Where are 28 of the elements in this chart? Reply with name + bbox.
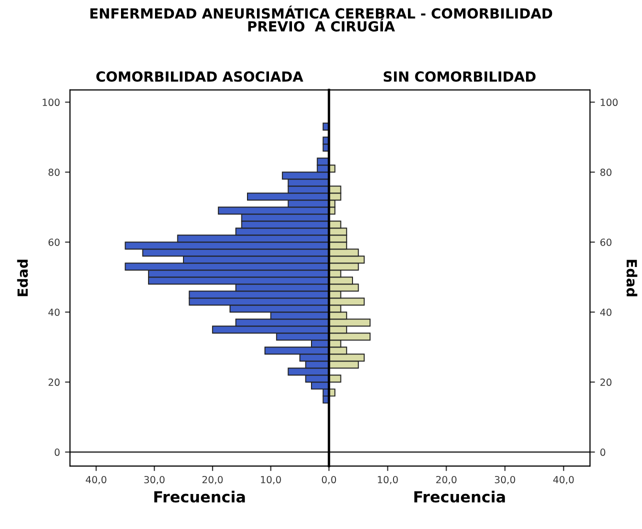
chart-subtitle: SIN COMORBILIDAD [384, 71, 536, 82]
y-tick-label: 60 [600, 238, 612, 246]
y-tick-label: 80 [48, 168, 60, 176]
y-tick-label: 100 [600, 98, 618, 106]
y-tick-label: 80 [600, 168, 612, 176]
y-tick-label: 100 [42, 98, 60, 106]
y-tick-label: 0 [54, 448, 60, 456]
x-axis-title: Frecuencia [154, 490, 245, 503]
y-axis-title: Edad [17, 260, 28, 296]
x-tick-label: 10,0 [378, 476, 398, 484]
x-tick-label: 40,0 [553, 476, 574, 484]
x-tick-label: 20,0 [436, 476, 456, 484]
x-tick-label: 30,0 [494, 476, 516, 484]
y-tick-label: 20 [600, 378, 612, 386]
x-tick-label: 30,0 [144, 476, 165, 484]
x-tick-label: 0,0 [322, 476, 336, 484]
y-tick-label: 20 [48, 378, 60, 386]
y-axis-title: Edad [626, 260, 638, 296]
x-tick-label: 20,0 [202, 476, 223, 484]
chart-title: ENFERMEDAD ANEURISMÁTICA CEREBRAL - COMORBILIDAD PREVIO A CIRUGÍA [90, 6, 552, 32]
x-tick-label: 40,0 [86, 476, 106, 484]
chart-subtitle: COMORBILIDAD ASOCIADA [96, 71, 304, 82]
y-tick-label: 60 [48, 238, 60, 246]
y-tick-label: 40 [48, 308, 60, 316]
x-tick-label: 10,0 [261, 476, 281, 484]
y-tick-label: 40 [600, 308, 612, 316]
x-axis-title: Frecuencia [414, 490, 505, 503]
y-tick-label: 0 [600, 448, 606, 456]
